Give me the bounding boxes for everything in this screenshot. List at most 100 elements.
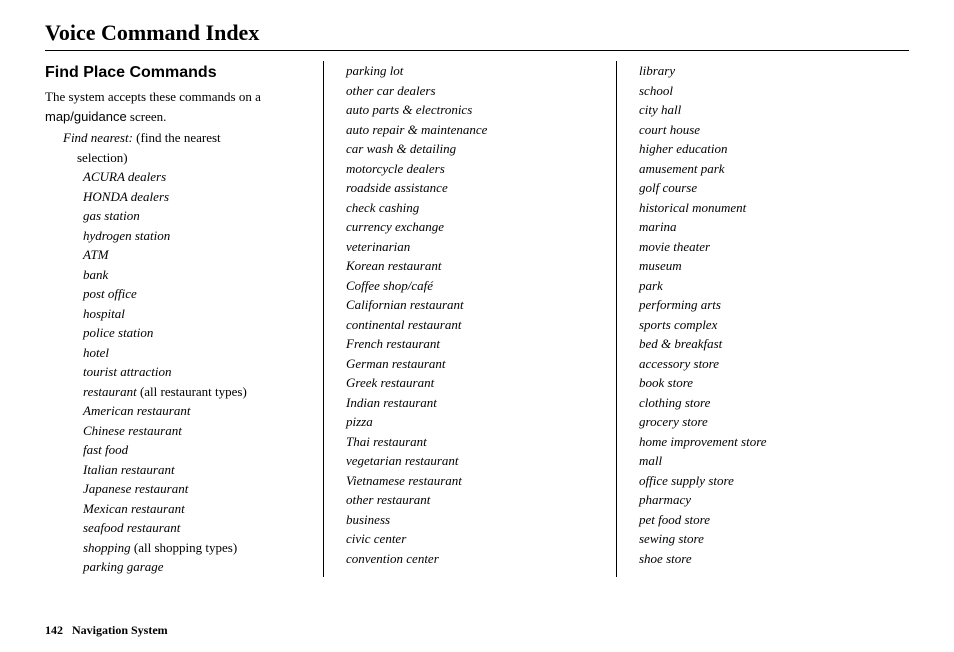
list-item-text: ACURA dealers [83, 169, 166, 184]
list-item-text: Thai restaurant [346, 434, 427, 449]
list-item-text: check cashing [346, 200, 419, 215]
list-item: office supply store [639, 471, 899, 491]
list-item-text: German restaurant [346, 356, 446, 371]
list-item-text: historical monument [639, 200, 746, 215]
list-item: shoe store [639, 549, 899, 569]
list-item-text: mall [639, 453, 662, 468]
list-item-text: seafood restaurant [83, 520, 180, 535]
list-item: business [346, 510, 606, 530]
list-item-text: Vietnamese restaurant [346, 473, 462, 488]
list-item: motorcycle dealers [346, 159, 606, 179]
list-item-text: library [639, 63, 675, 78]
page-footer: 142 Navigation System [45, 623, 168, 638]
list-item-text: golf course [639, 180, 697, 195]
list-item: French restaurant [346, 334, 606, 354]
list-item-text: sports complex [639, 317, 717, 332]
list-item: Italian restaurant [83, 460, 305, 480]
list-item-text: museum [639, 258, 682, 273]
list-item-text: Korean restaurant [346, 258, 441, 273]
list-item: veterinarian [346, 237, 606, 257]
list-item: Thai restaurant [346, 432, 606, 452]
list-item-text: post office [83, 286, 137, 301]
list-item: pharmacy [639, 490, 899, 510]
list-item: grocery store [639, 412, 899, 432]
list-item: sports complex [639, 315, 899, 335]
list-item-text: American restaurant [83, 403, 190, 418]
list-item-text: Mexican restaurant [83, 501, 185, 516]
list-item: book store [639, 373, 899, 393]
list-item-text: tourist attraction [83, 364, 171, 379]
list-item: other car dealers [346, 81, 606, 101]
column-3: library schoolcity hall court house higher … [617, 61, 909, 577]
col2-list: parking lotother car dealersauto parts &… [346, 61, 606, 568]
intro-part2: screen. [127, 109, 167, 124]
list-item-text: clothing store [639, 395, 710, 410]
list-item: marina [639, 217, 899, 237]
intro-part1: The system accepts these commands on a [45, 89, 261, 104]
list-item-text: accessory store [639, 356, 719, 371]
list-item: clothing store [639, 393, 899, 413]
list-item: Indian restaurant [346, 393, 606, 413]
list-item-note: (all shopping types) [131, 540, 238, 555]
list-item-text: auto repair & maintenance [346, 122, 487, 137]
find-nearest-label: Find nearest: [63, 130, 133, 145]
list-item: movie theater [639, 237, 899, 257]
list-item: city hall [639, 100, 899, 120]
selection-line: selection) [77, 148, 305, 168]
list-item-text: Californian restaurant [346, 297, 464, 312]
list-item-text: Italian restaurant [83, 462, 175, 477]
list-item: police station [83, 323, 305, 343]
list-item: accessory store [639, 354, 899, 374]
list-item: seafood restaurant [83, 518, 305, 538]
list-item: roadside assistance [346, 178, 606, 198]
list-item: mall [639, 451, 899, 471]
list-item-text: roadside assistance [346, 180, 448, 195]
list-item-text: park [639, 278, 663, 293]
list-item-text: continental restaurant [346, 317, 461, 332]
list-item: post office [83, 284, 305, 304]
list-item-text: car wash & detailing [346, 141, 456, 156]
list-item: school [639, 81, 899, 101]
list-item: pet food store [639, 510, 899, 530]
list-item-text: police station [83, 325, 153, 340]
list-item: continental restaurant [346, 315, 606, 335]
list-item: convention center [346, 549, 606, 569]
list-item: fast food [83, 440, 305, 460]
list-item: American restaurant [83, 401, 305, 421]
list-item: gas station [83, 206, 305, 226]
list-item-text: higher education [639, 141, 727, 156]
list-item-text: book store [639, 375, 693, 390]
list-item: hydrogen station [83, 226, 305, 246]
list-item: performing arts [639, 295, 899, 315]
list-item-text: shopping [83, 540, 131, 555]
list-item: sewing store [639, 529, 899, 549]
list-item: Japanese restaurant [83, 479, 305, 499]
list-item: restaurant (all restaurant types) [83, 382, 305, 402]
list-item: Coffee shop/café [346, 276, 606, 296]
list-item-text: ATM [83, 247, 109, 262]
list-item: park [639, 276, 899, 296]
list-item: pizza [346, 412, 606, 432]
list-item-text: shoe store [639, 551, 692, 566]
list-item: parking lot [346, 61, 606, 81]
list-item-text: Greek restaurant [346, 375, 434, 390]
list-item-text: currency exchange [346, 219, 444, 234]
list-item-text: court house [639, 122, 700, 137]
column-1: Find Place Commands The system accepts t… [45, 61, 324, 577]
list-item-text: parking garage [83, 559, 164, 574]
list-item-text: movie theater [639, 239, 710, 254]
list-item-text: Indian restaurant [346, 395, 437, 410]
list-item-text: other restaurant [346, 492, 430, 507]
find-nearest-note: (find the nearest [133, 130, 221, 145]
list-item-text: hospital [83, 306, 125, 321]
list-item-text: pharmacy [639, 492, 691, 507]
list-item-text: business [346, 512, 390, 527]
list-item-text: hotel [83, 345, 109, 360]
list-item: auto repair & maintenance [346, 120, 606, 140]
list-item: hotel [83, 343, 305, 363]
list-item-text: city hall [639, 102, 681, 117]
list-item: car wash & detailing [346, 139, 606, 159]
col3-list: library schoolcity hall court house higher … [639, 61, 899, 568]
list-item: ATM [83, 245, 305, 265]
intro-screen: map/guidance [45, 109, 127, 124]
